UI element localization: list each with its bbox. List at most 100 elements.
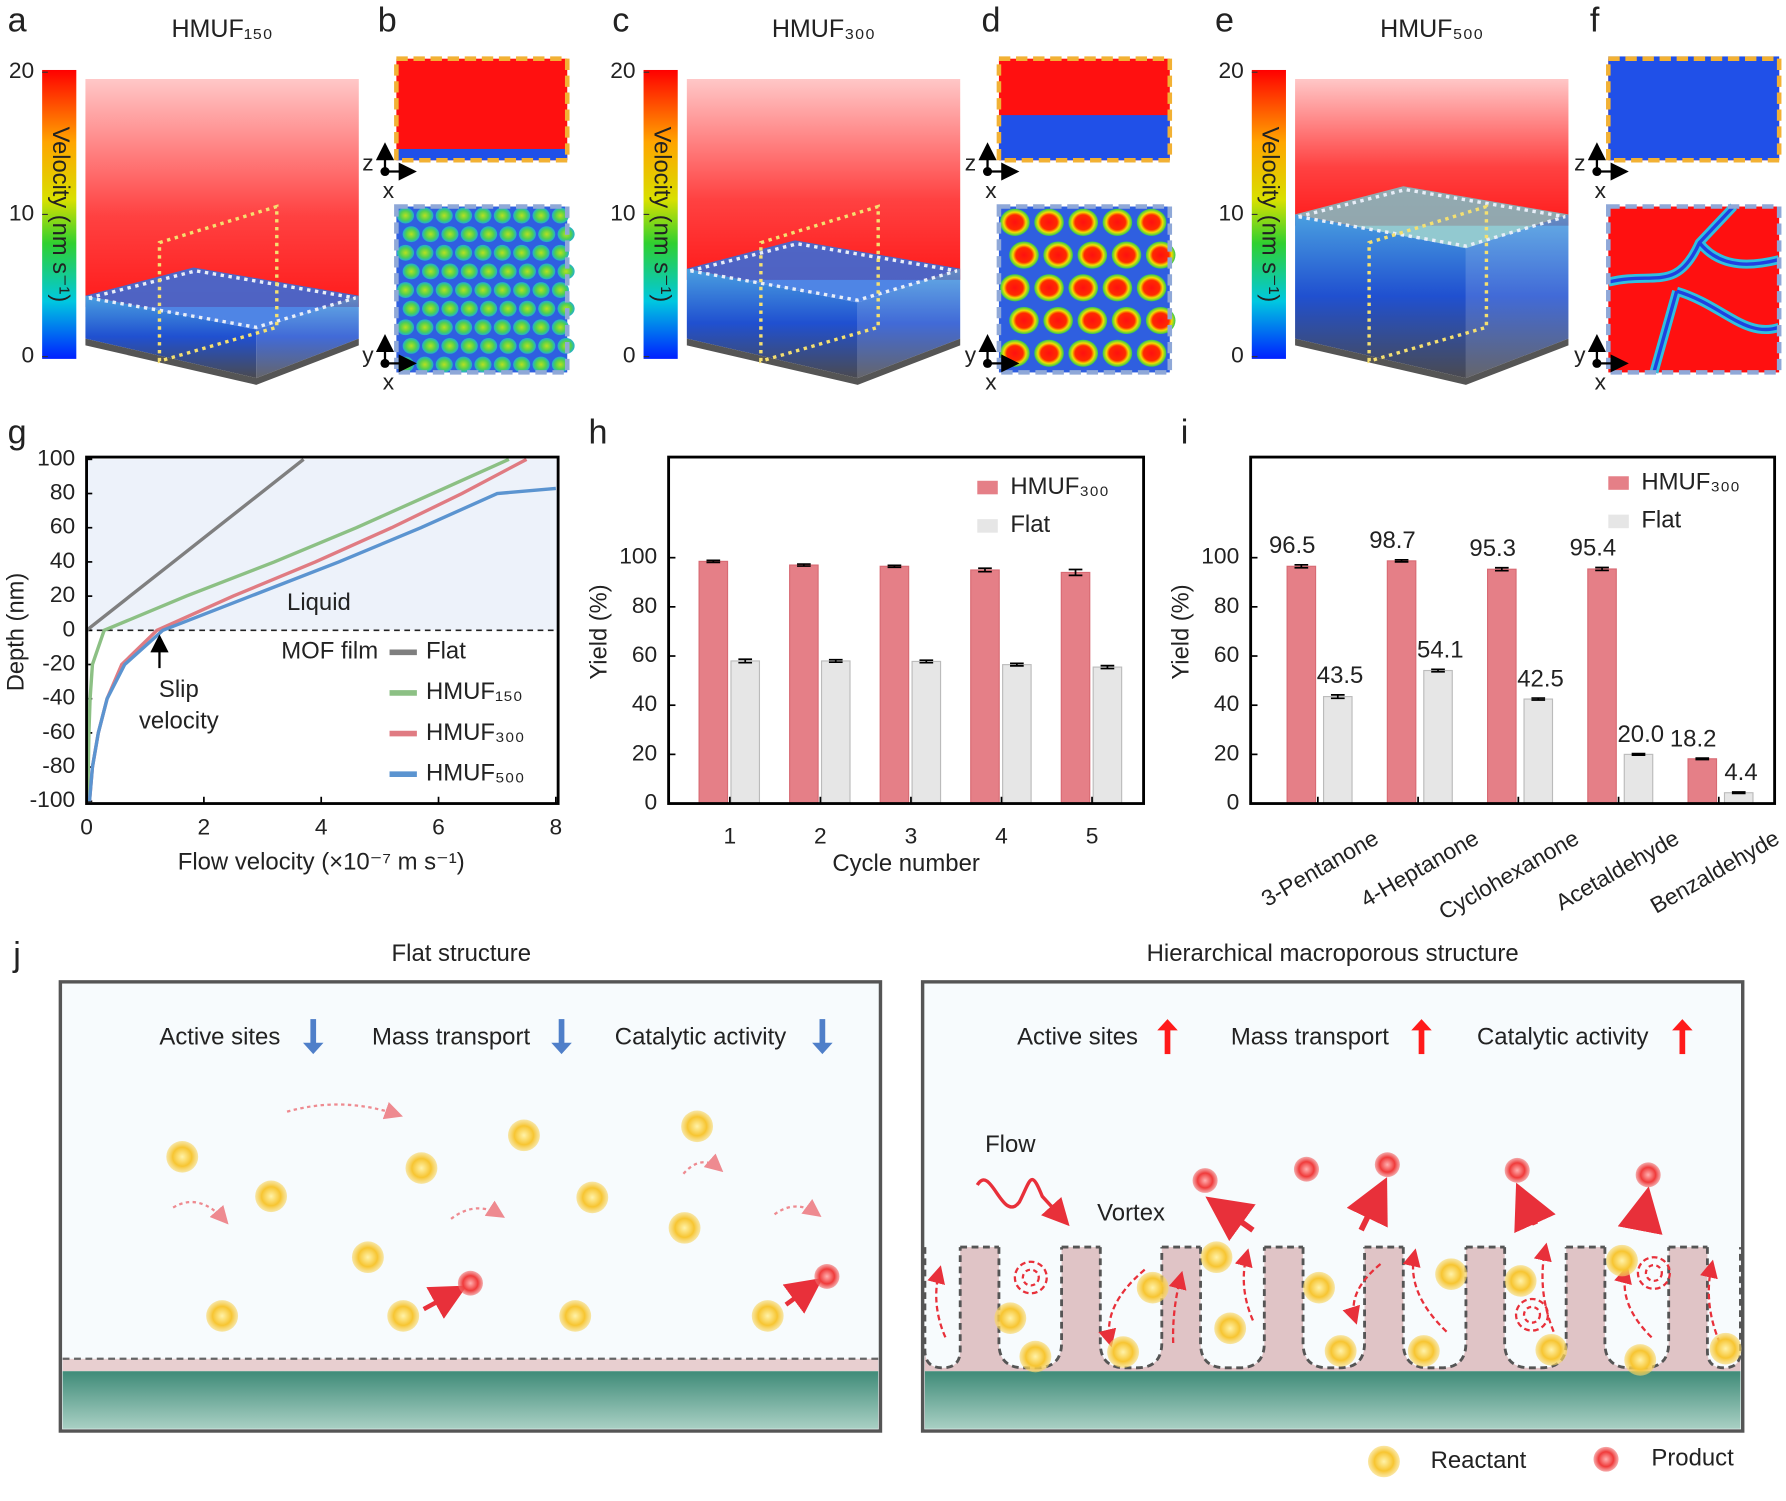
error-bar bbox=[1695, 757, 1710, 761]
cell bbox=[1136, 208, 1167, 236]
flow-arrow bbox=[682, 1153, 724, 1175]
error-bar bbox=[1731, 791, 1746, 795]
product bbox=[1504, 1157, 1530, 1183]
slab-front bbox=[686, 268, 858, 379]
xz-view-boundary bbox=[396, 148, 568, 161]
cell bbox=[532, 244, 550, 261]
bar bbox=[1423, 669, 1453, 805]
y-tick-label: 0 bbox=[63, 615, 76, 641]
bar bbox=[1286, 565, 1317, 805]
reactant bbox=[668, 1212, 701, 1244]
colorbar-tick-label: 0 bbox=[1231, 342, 1244, 368]
y-tick-label: 60 bbox=[50, 513, 75, 539]
cell bbox=[416, 319, 434, 336]
cell bbox=[538, 263, 556, 280]
pore-wall bbox=[1301, 1247, 1366, 1370]
cell bbox=[1136, 339, 1167, 367]
cell bbox=[455, 207, 473, 224]
error-bar bbox=[919, 659, 934, 664]
slab-base bbox=[85, 338, 359, 385]
cell bbox=[1068, 274, 1099, 302]
error-bar bbox=[1010, 662, 1024, 667]
cell bbox=[1102, 208, 1133, 236]
cell bbox=[518, 263, 536, 280]
panel-title: HMUF₃₀₀ bbox=[772, 15, 875, 43]
error-bar bbox=[1330, 694, 1345, 700]
reactant bbox=[681, 1110, 714, 1143]
cell bbox=[435, 282, 453, 298]
cell bbox=[493, 356, 511, 373]
y-tick-label: 40 bbox=[1214, 690, 1239, 716]
colorbar-tick-label: 10 bbox=[1219, 199, 1244, 225]
cell bbox=[1009, 306, 1039, 335]
vortex-ring bbox=[1522, 1305, 1542, 1324]
pore-wall bbox=[1401, 1247, 1468, 1370]
cell bbox=[416, 244, 434, 261]
section-xz bbox=[1367, 204, 1489, 364]
flow-wave bbox=[975, 1177, 1070, 1227]
slab-front bbox=[1295, 214, 1466, 379]
product bbox=[1593, 1446, 1619, 1472]
cell bbox=[493, 282, 511, 298]
xy-frame bbox=[394, 204, 570, 375]
y-tick-label: 60 bbox=[632, 641, 657, 667]
y-tick-label: 0 bbox=[645, 789, 658, 815]
cell bbox=[538, 300, 556, 317]
x-axis-label: Cycle number bbox=[832, 850, 980, 877]
reactant bbox=[1504, 1265, 1537, 1297]
section-xy bbox=[1298, 187, 1566, 248]
cell bbox=[396, 319, 415, 336]
slab-base bbox=[686, 338, 961, 385]
vortex-ring bbox=[1021, 1268, 1040, 1287]
colorbar bbox=[1251, 69, 1286, 359]
y-axis-label: Depth (nm) bbox=[2, 573, 29, 691]
reactant bbox=[1367, 1445, 1400, 1478]
x-axis-label: Flow velocity (×10⁻⁷ m s⁻¹) bbox=[178, 849, 465, 876]
colorbar-tick-label: 10 bbox=[610, 199, 635, 225]
panel-label: c bbox=[612, 2, 629, 40]
cell bbox=[513, 207, 531, 224]
flow-label: Flow bbox=[985, 1131, 1036, 1158]
reactant bbox=[994, 1302, 1027, 1334]
y-tick-label: 40 bbox=[50, 547, 75, 573]
cell bbox=[441, 263, 459, 280]
flow-arrow bbox=[450, 1200, 506, 1220]
panel-label: b bbox=[378, 2, 397, 40]
axis-letter: x bbox=[1595, 369, 1607, 395]
cell bbox=[441, 300, 459, 317]
cell bbox=[435, 244, 453, 261]
cell bbox=[1111, 306, 1142, 335]
reactant bbox=[508, 1119, 540, 1152]
cell bbox=[551, 319, 569, 336]
cell bbox=[422, 226, 440, 243]
plot-frame bbox=[85, 455, 560, 805]
cell bbox=[493, 244, 511, 261]
cell bbox=[532, 207, 550, 224]
y-tick-label: 80 bbox=[50, 479, 75, 505]
cell bbox=[1077, 241, 1108, 269]
pore-wall bbox=[1199, 1247, 1266, 1370]
value-label: 54.1 bbox=[1417, 637, 1464, 664]
cell bbox=[532, 319, 550, 336]
bar bbox=[1322, 696, 1353, 805]
annotation: Slip bbox=[159, 676, 199, 703]
product bbox=[814, 1264, 840, 1289]
cell bbox=[513, 356, 531, 373]
reactant bbox=[1624, 1344, 1657, 1376]
xy-frame bbox=[996, 204, 1173, 375]
x-tick-label: 4 bbox=[315, 813, 328, 839]
reactant bbox=[1136, 1271, 1169, 1304]
vortex-ring bbox=[1636, 1256, 1671, 1290]
slab-side bbox=[857, 268, 961, 379]
cell bbox=[1068, 339, 1099, 367]
cell bbox=[1102, 339, 1133, 367]
cell bbox=[518, 300, 536, 317]
bar bbox=[1092, 666, 1123, 805]
schematic-item: Mass transport bbox=[372, 1024, 530, 1051]
vortex-arrow bbox=[1533, 1242, 1555, 1333]
y-axis-label: Yield (%) bbox=[1168, 584, 1195, 679]
line-series bbox=[87, 486, 556, 802]
conversion-arrow bbox=[782, 1277, 823, 1314]
cell bbox=[455, 319, 473, 336]
pore-wall bbox=[923, 1247, 962, 1370]
